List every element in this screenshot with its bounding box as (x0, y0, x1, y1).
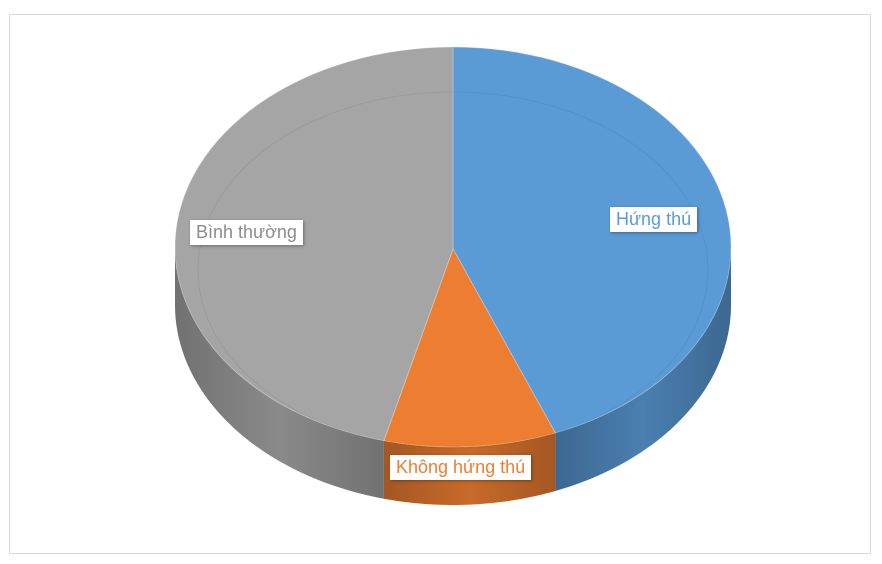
data-label-0: Hứng thú (610, 207, 698, 232)
pie-slice-0 (452, 46, 732, 434)
data-label-1: Không hứng thú (390, 455, 532, 480)
pie-inner-ring (197, 91, 709, 449)
pie-side-shade-2 (175, 247, 384, 499)
chart-area: Hứng thú Không hứng thú Bình thường (9, 14, 871, 554)
data-label-2: Bình thường (190, 220, 303, 245)
pie-tops (174, 46, 732, 448)
pie-slice-1 (383, 247, 557, 448)
pie-slice-2 (174, 46, 454, 442)
pie-chart (174, 46, 732, 505)
pie-side-shade-0 (555, 247, 731, 491)
